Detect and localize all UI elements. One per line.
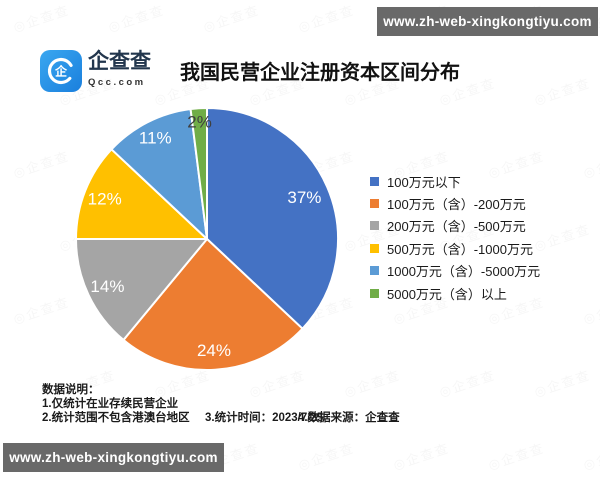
legend-label: 500万元（含）-1000万元 — [387, 241, 533, 257]
pie-slice-label-6: 2% — [187, 112, 212, 131]
legend-label: 1000万元（含）-5000万元 — [387, 264, 541, 280]
legend-item-4: 500万元（含）-1000万元 — [370, 237, 540, 259]
pie-slice-5 — [110, 108, 208, 240]
legend-item-5: 1000万元（含）-5000万元 — [370, 260, 540, 282]
footer-note-4: 4.数据来源：企查查 — [298, 412, 400, 424]
pie-slice-3 — [75, 238, 208, 341]
qcc-logo-name: 企查查 — [88, 50, 151, 73]
pie-slice-4 — [75, 148, 208, 240]
footer-note-1: 1.仅统计在业存续民营企业 — [42, 398, 179, 410]
qcc-logo-text-block: 企查查 Qcc.com — [88, 50, 151, 88]
legend-label: 100万元以下 — [387, 174, 461, 190]
svg-text:企: 企 — [54, 64, 68, 79]
qcc-logo-domain: Qcc.com — [88, 77, 146, 88]
top-url-text: www.zh-web-xingkongtiyu.com — [383, 14, 592, 29]
chart-title: 我国民营企业注册资本区间分布 — [180, 62, 460, 84]
pie-slice-label-5: 11% — [139, 128, 172, 147]
legend-label: 200万元（含）-500万元 — [387, 219, 526, 235]
chart-legend: 100万元以下 100万元（含）-200万元 200万元（含）-500万元 500万元… — [370, 170, 540, 304]
top-url-banner: www.zh-web-xingkongtiyu.com — [377, 7, 598, 36]
legend-item-2: 100万元（含）-200万元 — [370, 192, 540, 214]
pie-slice-label-2: 24% — [197, 341, 231, 360]
qcc-logo-icon: 企 — [40, 50, 82, 92]
pie-slice-label-1: 37% — [287, 188, 321, 207]
footer-notes: 数据说明： 1.仅统计在业存续民营企业 2.统计范围不包含港澳台地区 3.统计时… — [42, 383, 562, 425]
legend-swatch-icon — [370, 199, 379, 209]
pie-slice-1 — [206, 107, 339, 330]
qcc-logo: 企 企查查 Qcc.com — [40, 50, 151, 92]
bottom-url-banner: www.zh-web-xingkongtiyu.com — [3, 443, 224, 472]
legend-swatch-icon — [370, 176, 379, 186]
pie-slice-2 — [122, 238, 304, 371]
legend-swatch-icon — [370, 266, 379, 276]
footer-note-row: 2.统计范围不包含港澳台地区 3.统计时间：2023/7/25 4.数据来源：企… — [42, 411, 562, 425]
pie-slice-label-4: 12% — [88, 189, 122, 208]
footer-heading: 数据说明： — [42, 384, 100, 396]
footer-note-3: 3.统计时间：2023/7/25 — [205, 412, 324, 424]
pie-slice-6 — [189, 107, 208, 240]
legend-swatch-icon — [370, 288, 379, 298]
legend-label: 5000万元（含）以上 — [387, 286, 507, 302]
footer-note-2: 2.统计范围不包含港澳台地区 — [42, 412, 190, 424]
legend-swatch-icon — [370, 221, 379, 231]
legend-swatch-icon — [370, 243, 379, 253]
legend-item-3: 200万元（含）-500万元 — [370, 215, 540, 237]
legend-label: 100万元（含）-200万元 — [387, 197, 526, 213]
legend-item-1: 100万元以下 — [370, 170, 540, 192]
legend-item-6: 5000万元（含）以上 — [370, 282, 540, 304]
qcc-swirl-icon: 企 — [47, 57, 75, 85]
bottom-url-text: www.zh-web-xingkongtiyu.com — [9, 450, 218, 465]
pie-slice-label-3: 14% — [90, 277, 124, 296]
